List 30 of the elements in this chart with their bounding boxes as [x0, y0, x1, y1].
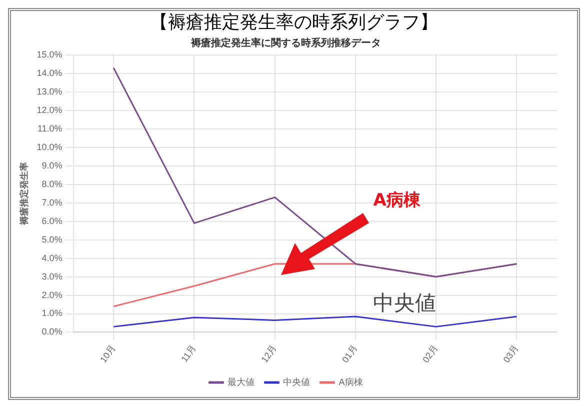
y-tick-label: 14.0%: [36, 68, 62, 78]
y-tick-label: 10.0%: [36, 142, 62, 152]
chart-title: 【褥瘡推定発生率の時系列グラフ】: [149, 11, 439, 35]
annotation: A病棟: [373, 190, 422, 210]
y-tick-label: 5.0%: [42, 234, 62, 244]
y-tick-label: 1.0%: [42, 308, 62, 318]
x-tick-label: 12月: [259, 343, 279, 364]
x-tick-label: 01月: [340, 343, 360, 364]
y-tick-label: 12.0%: [36, 104, 62, 115]
x-tick-label: 10月: [98, 343, 118, 364]
chart-subtitle: 褥瘡推定発生率に関する時系列推移データ: [190, 36, 381, 49]
legend-label: 中央値: [283, 376, 310, 387]
y-tick-label: 8.0%: [42, 178, 62, 189]
y-tick-label: 13.0%: [36, 86, 62, 96]
y-tick-label: 11.0%: [37, 123, 62, 134]
y-tick-label: 2.0%: [42, 290, 62, 300]
x-tick-label: 11月: [179, 343, 198, 364]
y-tick-label: 7.0%: [42, 197, 62, 208]
y-tick-label: 4.0%: [42, 252, 62, 263]
legend-label: 最大値: [228, 376, 255, 387]
y-tick-label: 6.0%: [42, 216, 62, 226]
y-tick-label: 3.0%: [42, 271, 62, 282]
y-tick-label: 15.0%: [36, 49, 62, 60]
y-tick-label: 0.0%: [42, 326, 62, 337]
legend-label: A病棟: [338, 376, 363, 387]
x-tick-label: 03月: [501, 343, 520, 364]
y-axis-title: 褥瘡推定発生率: [18, 162, 29, 226]
y-tick-label: 9.0%: [42, 160, 62, 170]
x-tick-label: 02月: [420, 343, 440, 364]
annotation: 中央値: [373, 290, 436, 315]
